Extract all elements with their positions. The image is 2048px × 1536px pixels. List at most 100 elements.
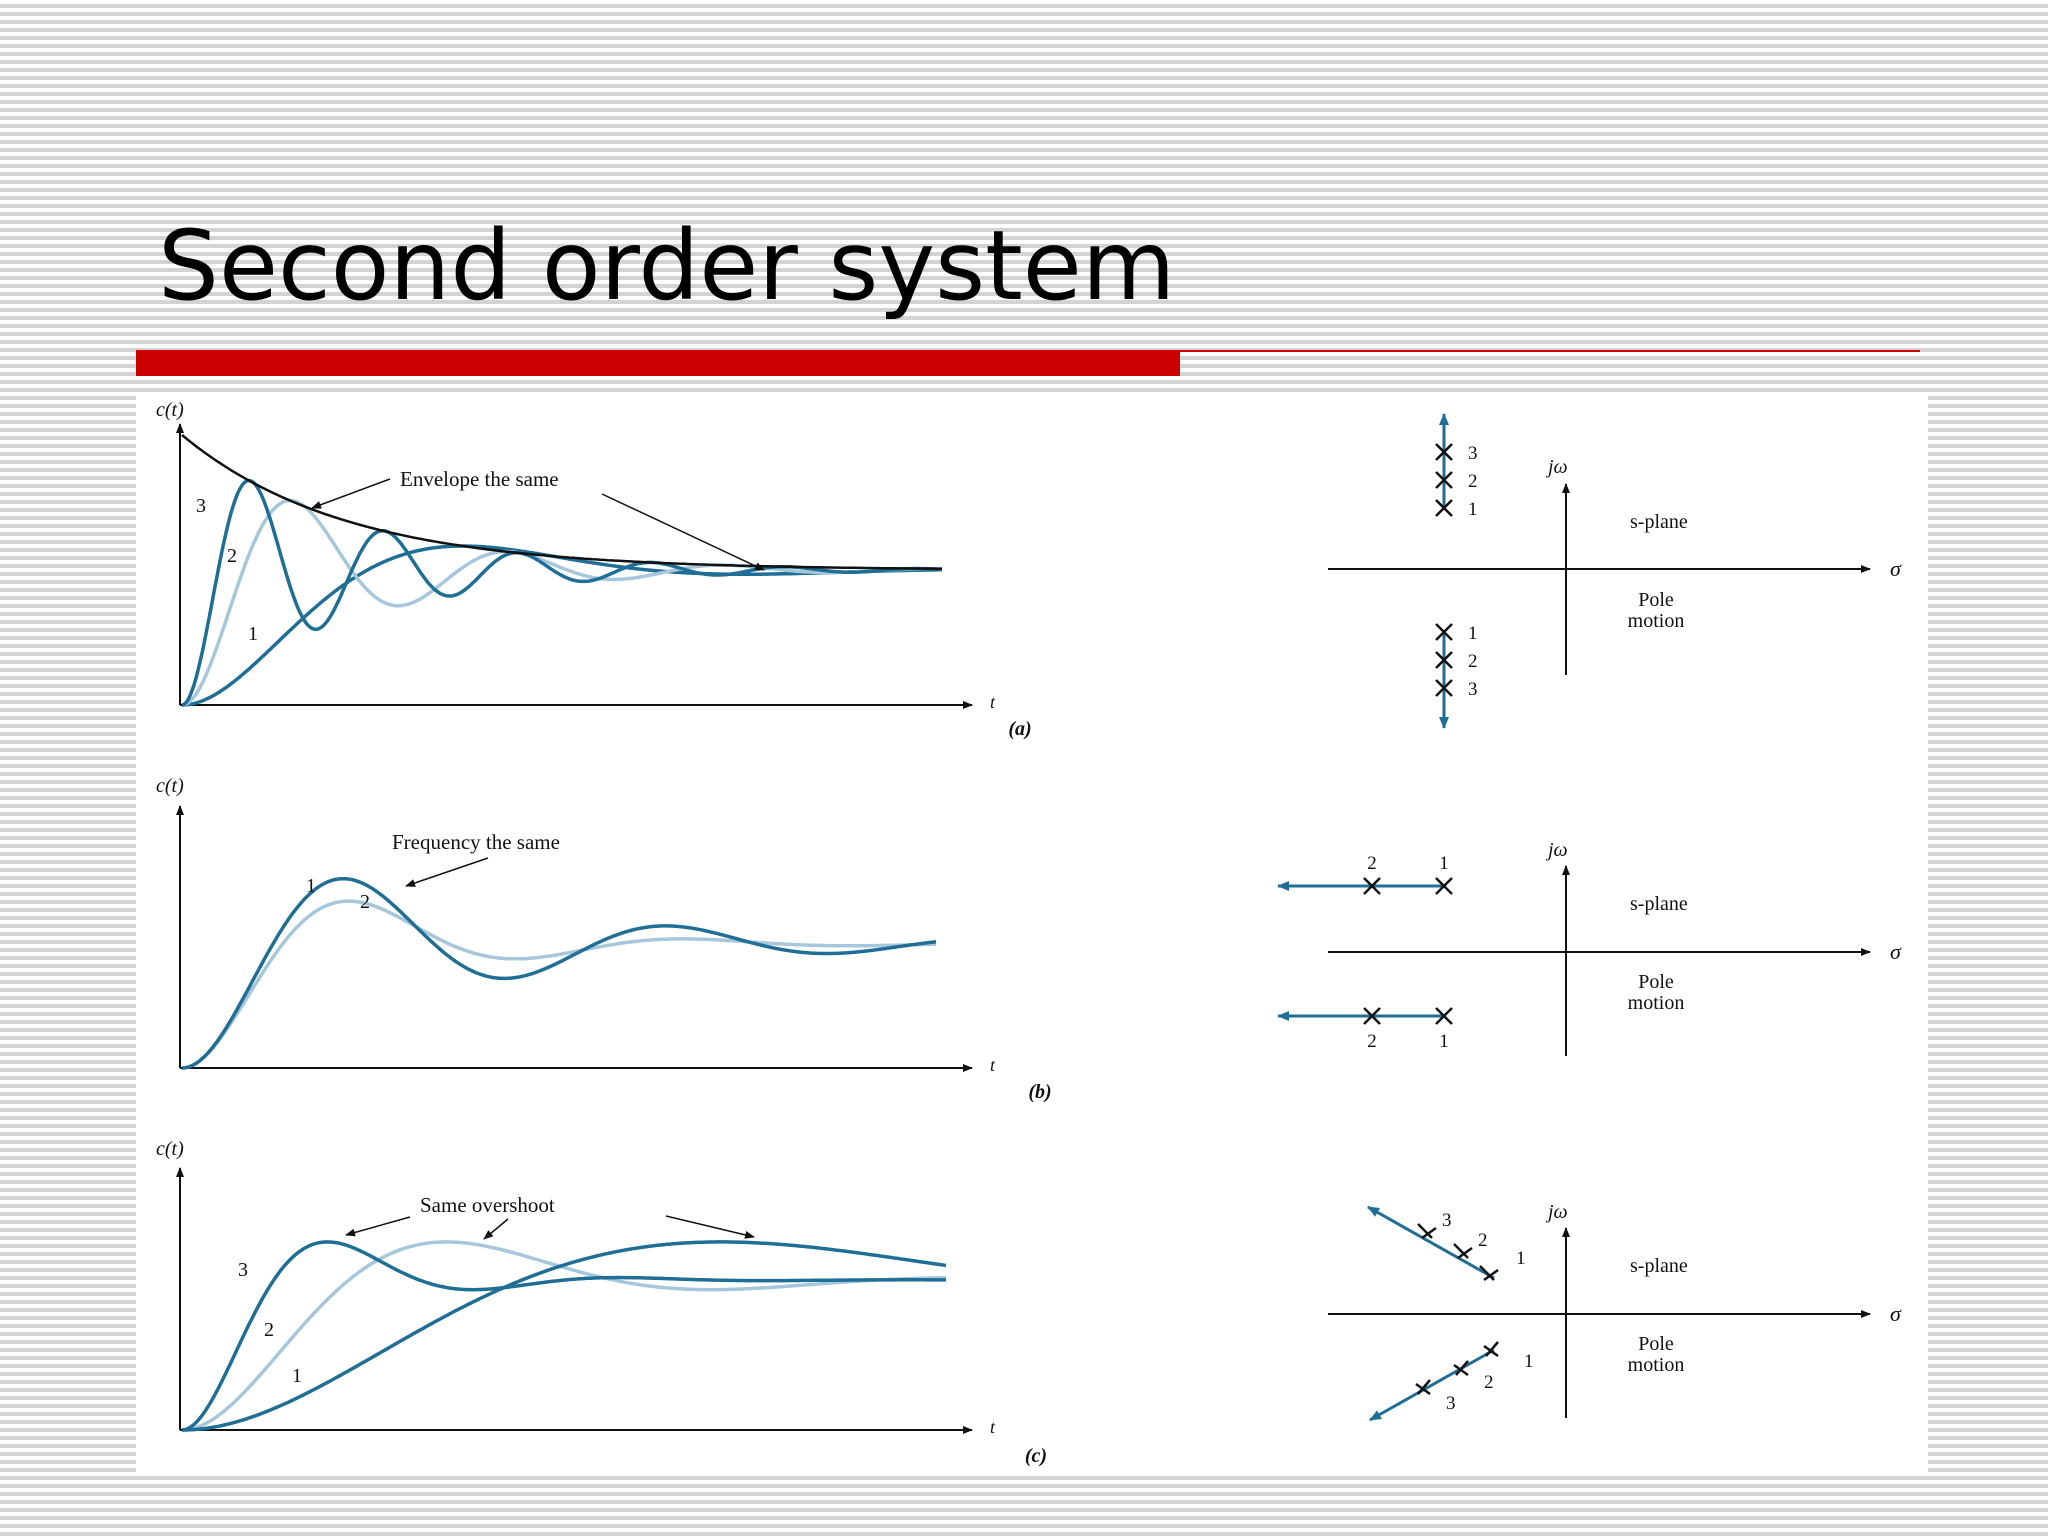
pole-marker [1417, 1223, 1437, 1240]
pole-markers [1363, 877, 1453, 1025]
pole-motion-label: Pole [1638, 971, 1674, 993]
annotation-arrow [665, 1215, 755, 1239]
response-curve-2 [181, 899, 936, 1070]
response-curve-2 [182, 1240, 947, 1432]
response-curve-2 [181, 498, 942, 707]
x-axis-label: t [990, 1417, 996, 1437]
pole-label: 1 [1516, 1248, 1526, 1269]
pole-label: 2 [1468, 471, 1478, 492]
pole-marker [1435, 471, 1453, 489]
pole-motion-label: motion [1628, 992, 1685, 1014]
pole-marker [1415, 1379, 1431, 1396]
y-axis-label: c(t) [156, 1138, 184, 1160]
pole-marker [1435, 651, 1453, 669]
slide-title: Second order system [158, 210, 1176, 322]
envelope-curve [181, 434, 942, 570]
response-curve-1 [181, 876, 937, 1070]
pole-marker [1363, 1007, 1381, 1025]
pole-label: 3 [1446, 1393, 1456, 1414]
response-curve-3 [181, 1240, 946, 1432]
y-axis-label: c(t) [156, 775, 184, 797]
pole-marker [1435, 1007, 1453, 1025]
pole-motion-label: Pole [1638, 1333, 1674, 1355]
pole-label: 2 [1478, 1230, 1488, 1251]
sigma-label: σ [1890, 939, 1902, 964]
curve-label-2: 2 [227, 545, 237, 567]
panel-c-s-plane: σ jω s-plane Pole motion 3 2 1 1 2 3 [1328, 1201, 1902, 1422]
panel-b-time-plot: c(t) t (b) 1 2 Frequency the same [156, 775, 1052, 1103]
pole-marker [1479, 1265, 1499, 1282]
curve-label-2: 2 [360, 891, 370, 913]
panel-c-time-plot: c(t) t (c) 3 2 1 Same overshoot [156, 1138, 1047, 1467]
curve-label-2: 2 [264, 1319, 274, 1341]
panel-a-time-plot: c(t) t (a) 3 2 1 Envelope the same [156, 399, 1032, 740]
annotation-arrow [405, 857, 489, 887]
pole-label: 1 [1439, 1031, 1449, 1052]
annotation-text: Same overshoot [420, 1193, 555, 1217]
curve-label-3: 3 [238, 1259, 248, 1281]
pole-motion-arrow [1369, 1348, 1495, 1422]
sigma-label: σ [1890, 1301, 1902, 1326]
curve-label-1: 1 [292, 1365, 302, 1387]
pole-label: 1 [1439, 853, 1449, 874]
jw-label: jω [1545, 456, 1568, 478]
pole-marker [1453, 1243, 1473, 1260]
pole-label: 3 [1468, 679, 1478, 700]
pole-label: 1 [1524, 1351, 1534, 1372]
figure-panel: c(t) t (a) 3 2 1 Envelope the same σ jω … [136, 392, 1928, 1472]
pole-motion-arrow [1367, 1205, 1495, 1280]
panel-b: c(t) t (b) 1 2 Frequency the same σ jω s… [156, 775, 1902, 1103]
response-figure: c(t) t (a) 3 2 1 Envelope the same σ jω … [156, 399, 1902, 1467]
pole-label: 2 [1484, 1372, 1494, 1393]
pole-motion-label: Pole [1638, 589, 1674, 611]
panel-c: c(t) t (c) 3 2 1 Same overshoot σ jω s-p… [156, 1138, 1902, 1467]
s-plane-label: s-plane [1630, 511, 1688, 533]
x-axis-label: t [990, 692, 996, 712]
pole-marker [1483, 1341, 1499, 1358]
pole-label: 2 [1468, 651, 1478, 672]
pole-marker [1435, 443, 1453, 461]
panel-caption: (b) [1028, 1081, 1051, 1103]
pole-label: 2 [1367, 1031, 1377, 1052]
pole-marker [1453, 1360, 1469, 1377]
jw-label: jω [1545, 839, 1568, 861]
title-accent-line [1180, 350, 1920, 352]
x-axis-label: t [990, 1055, 996, 1075]
panel-caption: (a) [1008, 718, 1031, 740]
pole-marker [1435, 499, 1453, 517]
s-plane-label: s-plane [1630, 1255, 1688, 1277]
annotation-arrow [345, 1216, 411, 1237]
pole-marker [1363, 877, 1381, 895]
pole-label: 2 [1367, 853, 1377, 874]
sigma-label: σ [1890, 556, 1902, 581]
pole-label: 1 [1468, 623, 1478, 644]
s-plane-label: s-plane [1630, 893, 1688, 915]
panel-a: c(t) t (a) 3 2 1 Envelope the same σ jω … [156, 399, 1902, 740]
pole-markers [1415, 1223, 1499, 1396]
pole-motion-label: motion [1628, 610, 1685, 632]
annotation-text: Envelope the same [400, 467, 559, 491]
pole-marker [1435, 877, 1453, 895]
jw-label: jω [1545, 1201, 1568, 1223]
pole-label: 3 [1468, 443, 1478, 464]
pole-marker [1435, 679, 1453, 697]
title-accent-bar [136, 350, 1180, 376]
panel-a-s-plane: σ jω s-plane Pole motion 3 2 1 1 2 3 [1328, 413, 1902, 729]
pole-label: 3 [1442, 1210, 1452, 1231]
annotation-arrow [483, 1218, 509, 1240]
pole-motion-label: motion [1628, 1354, 1685, 1376]
pole-marker [1435, 623, 1453, 641]
annotation-arrow [601, 493, 765, 571]
annotation-arrow [311, 478, 391, 509]
curve-label-3: 3 [196, 495, 206, 517]
panel-b-s-plane: σ jω s-plane Pole motion 2 1 2 1 [1277, 839, 1902, 1056]
panel-caption: (c) [1025, 1445, 1047, 1467]
pole-markers [1435, 443, 1453, 697]
annotation-text: Frequency the same [392, 830, 560, 854]
response-curve-1 [182, 1240, 947, 1432]
curve-label-1: 1 [306, 875, 316, 897]
response-curve-3 [181, 478, 943, 707]
pole-label: 1 [1468, 499, 1478, 520]
curve-label-1: 1 [248, 623, 258, 645]
y-axis-label: c(t) [156, 399, 184, 421]
